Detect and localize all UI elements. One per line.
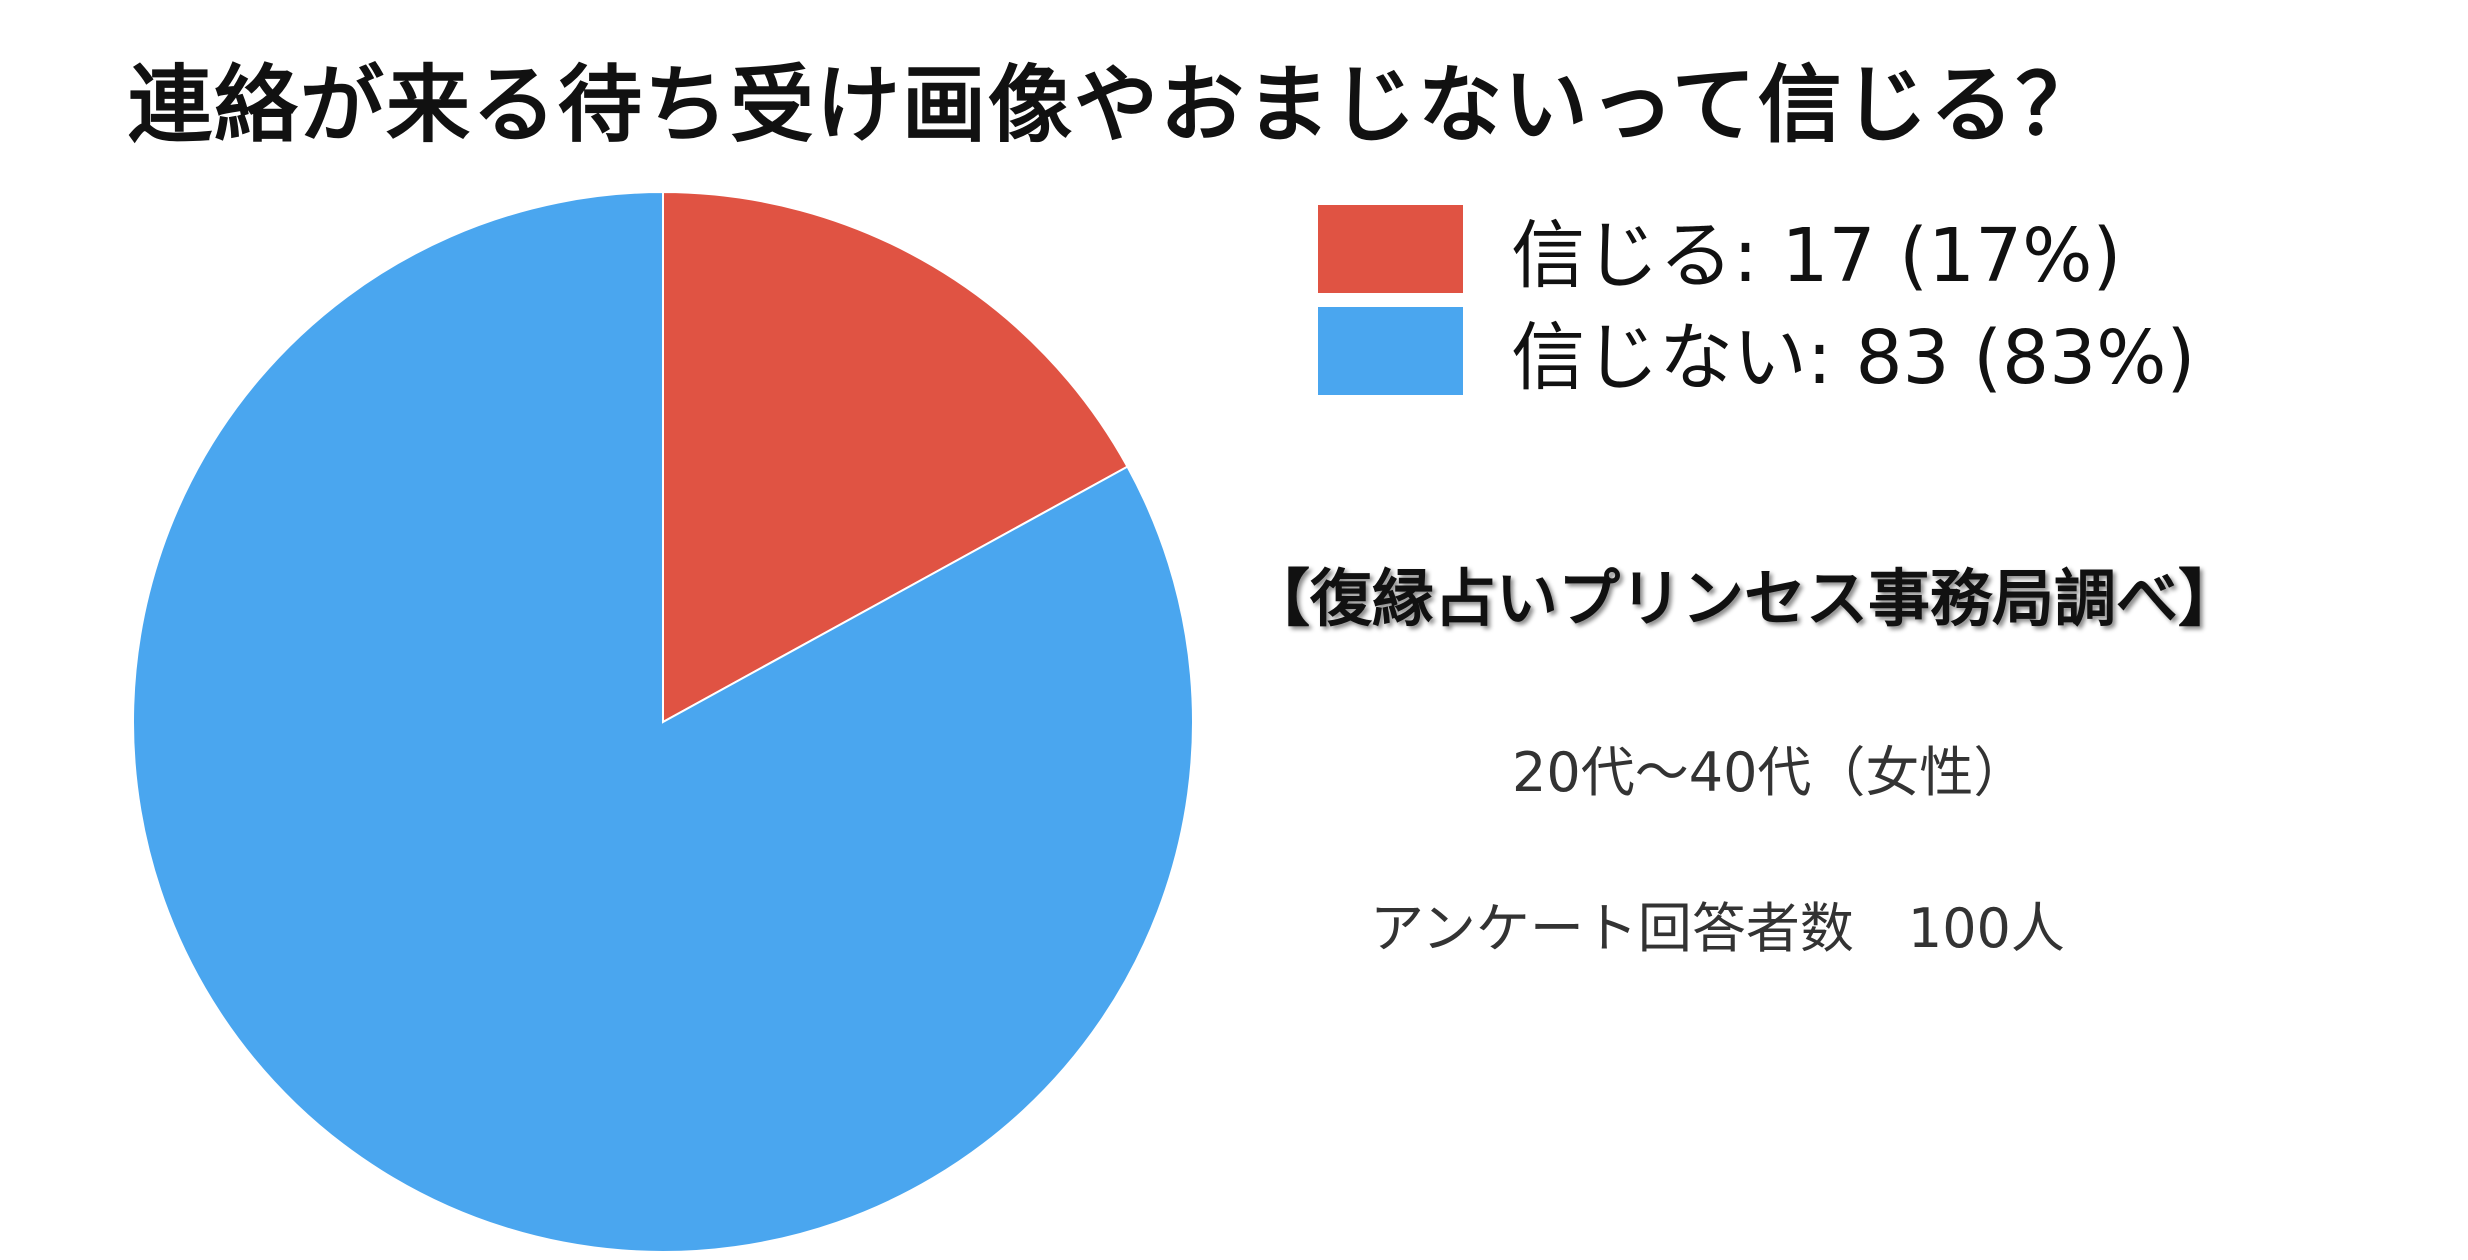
pie-slice-believe [662, 190, 1129, 724]
pie-slice-not-believe [132, 190, 1194, 1253]
chart-title: 連絡が来る待ち受け画像やおまじないって信じる？ [128, 56, 2102, 154]
survey-age-range: 20代〜40代（女性） [1512, 741, 2028, 804]
legend: 信じる: 17 (17%) 信じない: 83 (83%) [1318, 198, 2195, 402]
survey-source: 【復縁占いプリンセス事務局調べ】 [1248, 562, 2241, 635]
legend-swatch-believe [1318, 205, 1463, 293]
legend-label-believe: 信じる: 17 (17%) [1511, 212, 2122, 299]
legend-item-believe: 信じる: 17 (17%) [1318, 198, 2195, 300]
legend-swatch-not-believe [1318, 307, 1463, 395]
legend-label-not-believe: 信じない: 83 (83%) [1511, 314, 2196, 401]
survey-respondent-count: アンケート回答者数 100人 [1370, 897, 2065, 960]
pie-slices [132, 190, 1194, 1253]
legend-item-not-believe: 信じない: 83 (83%) [1318, 300, 2195, 402]
